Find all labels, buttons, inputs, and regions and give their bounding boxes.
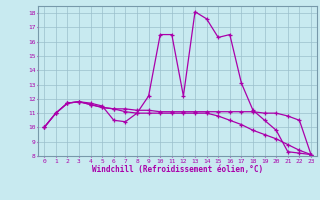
X-axis label: Windchill (Refroidissement éolien,°C): Windchill (Refroidissement éolien,°C) (92, 165, 263, 174)
